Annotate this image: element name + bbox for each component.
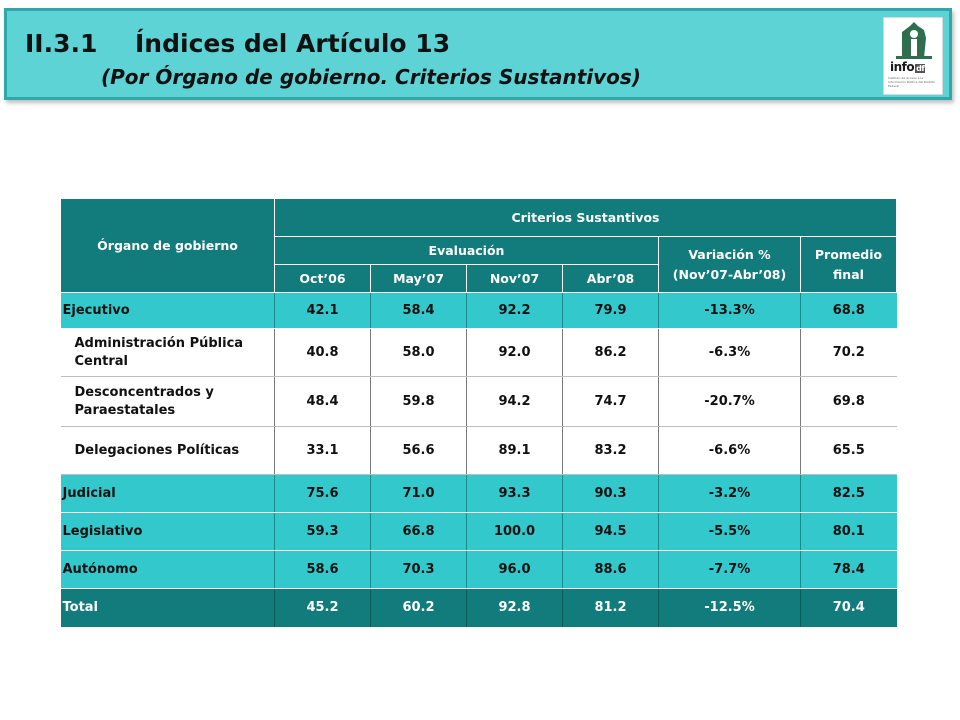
cell-value: 75.6 bbox=[274, 474, 371, 513]
cell-value: 90.3 bbox=[562, 474, 659, 513]
cell-value: 96.0 bbox=[466, 550, 563, 589]
cell-value: 42.1 bbox=[274, 292, 371, 329]
cell-value: 92.2 bbox=[466, 292, 563, 329]
logo-emblem-icon bbox=[896, 22, 932, 59]
cell-variacion: -6.3% bbox=[658, 328, 801, 377]
table-row: Legislativo 59.3 66.8 100.0 94.5 -5.5% 8… bbox=[60, 512, 897, 551]
table-row: Delegaciones Políticas 33.1 56.6 89.1 83… bbox=[60, 426, 897, 475]
row-label: Administración Pública Central bbox=[60, 328, 275, 377]
cell-value: 58.6 bbox=[274, 550, 371, 589]
cell-value: 92.8 bbox=[466, 588, 563, 627]
cell-value: 66.8 bbox=[370, 512, 467, 551]
cell-value: 88.6 bbox=[562, 550, 659, 589]
cell-value: 92.0 bbox=[466, 328, 563, 377]
row-label: Desconcentrados y Paraestatales bbox=[60, 376, 275, 427]
cell-value: 100.0 bbox=[466, 512, 563, 551]
cell-value: 83.2 bbox=[562, 426, 659, 475]
cell-promedio: 80.1 bbox=[800, 512, 897, 551]
cell-value: 58.4 bbox=[370, 292, 467, 329]
cell-value: 40.8 bbox=[274, 328, 371, 377]
table-row: Autónomo 58.6 70.3 96.0 88.6 -7.7% 78.4 bbox=[60, 550, 897, 589]
cell-value: 45.2 bbox=[274, 588, 371, 627]
header-period: May’07 bbox=[370, 264, 467, 293]
page-subtitle: (Por Órgano de gobierno. Criterios Susta… bbox=[101, 65, 641, 89]
cell-value: 94.2 bbox=[466, 376, 563, 427]
table-row-total: Total 45.2 60.2 92.8 81.2 -12.5% 70.4 bbox=[60, 588, 897, 627]
cell-promedio: 65.5 bbox=[800, 426, 897, 475]
cell-promedio: 82.5 bbox=[800, 474, 897, 513]
cell-promedio: 69.8 bbox=[800, 376, 897, 427]
table-row: Ejecutivo 42.1 58.4 92.2 79.9 -13.3% 68.… bbox=[60, 292, 897, 329]
infodf-logo: info df Instituto de Acceso a la Informac… bbox=[883, 17, 943, 95]
cell-value: 59.3 bbox=[274, 512, 371, 551]
header-evaluacion: Evaluación bbox=[274, 236, 659, 265]
title-banner: II.3.1 Índices del Artículo 13 (Por Órga… bbox=[4, 8, 952, 100]
row-label: Ejecutivo bbox=[60, 292, 275, 329]
cell-variacion: -7.7% bbox=[658, 550, 801, 589]
cell-value: 79.9 bbox=[562, 292, 659, 329]
row-label: Judicial bbox=[60, 474, 275, 513]
cell-value: 60.2 bbox=[370, 588, 467, 627]
cell-variacion: -6.6% bbox=[658, 426, 801, 475]
header-promedio: Promedio final bbox=[800, 236, 897, 293]
header-variacion: Variación % (Nov’07-Abr’08) bbox=[658, 236, 801, 293]
cell-promedio: 70.2 bbox=[800, 328, 897, 377]
row-label: Delegaciones Políticas bbox=[60, 426, 275, 475]
header-criterios: Criterios Sustantivos bbox=[274, 198, 897, 237]
header-organo: Órgano de gobierno bbox=[60, 198, 275, 293]
cell-value: 94.5 bbox=[562, 512, 659, 551]
cell-promedio: 68.8 bbox=[800, 292, 897, 329]
table-row: Administración Pública Central 40.8 58.0… bbox=[60, 328, 897, 377]
cell-value: 81.2 bbox=[562, 588, 659, 627]
logo-wordmark: info df bbox=[890, 60, 926, 74]
table-row: Judicial 75.6 71.0 93.3 90.3 -3.2% 82.5 bbox=[60, 474, 897, 513]
cell-value: 58.0 bbox=[370, 328, 467, 377]
row-label: Autónomo bbox=[60, 550, 275, 589]
row-label: Legislativo bbox=[60, 512, 275, 551]
cell-value: 70.3 bbox=[370, 550, 467, 589]
section-number: II.3.1 bbox=[25, 29, 98, 58]
cell-variacion: -12.5% bbox=[658, 588, 801, 627]
header-period: Nov’07 bbox=[466, 264, 563, 293]
cell-value: 89.1 bbox=[466, 426, 563, 475]
cell-value: 71.0 bbox=[370, 474, 467, 513]
header-period: Oct’06 bbox=[274, 264, 371, 293]
cell-variacion: -5.5% bbox=[658, 512, 801, 551]
cell-value: 59.8 bbox=[370, 376, 467, 427]
cell-variacion: -20.7% bbox=[658, 376, 801, 427]
header-period: Abr’08 bbox=[562, 264, 659, 293]
table-row: Desconcentrados y Paraestatales 48.4 59.… bbox=[60, 376, 897, 427]
cell-variacion: -3.2% bbox=[658, 474, 801, 513]
cell-value: 48.4 bbox=[274, 376, 371, 427]
cell-promedio: 78.4 bbox=[800, 550, 897, 589]
logo-fine-print: Instituto de Acceso a la Información Púb… bbox=[888, 76, 935, 88]
cell-value: 93.3 bbox=[466, 474, 563, 513]
cell-variacion: -13.3% bbox=[658, 292, 801, 329]
cell-promedio: 70.4 bbox=[800, 588, 897, 627]
indices-table: Órgano de gobierno Criterios Sustantivos… bbox=[60, 198, 897, 627]
page-title: Índices del Artículo 13 bbox=[135, 29, 451, 58]
cell-value: 33.1 bbox=[274, 426, 371, 475]
cell-value: 74.7 bbox=[562, 376, 659, 427]
row-label: Total bbox=[60, 588, 275, 627]
cell-value: 86.2 bbox=[562, 328, 659, 377]
cell-value: 56.6 bbox=[370, 426, 467, 475]
